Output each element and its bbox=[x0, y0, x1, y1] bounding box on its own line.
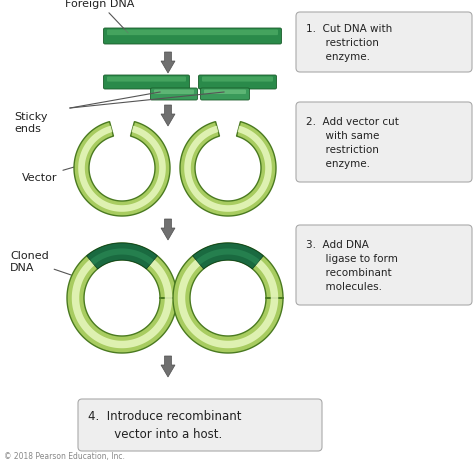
Polygon shape bbox=[180, 122, 276, 217]
Text: 4.  Introduce recombinant
       vector into a host.: 4. Introduce recombinant vector into a h… bbox=[88, 410, 241, 441]
Text: Cloned
DNA: Cloned DNA bbox=[10, 250, 77, 277]
FancyBboxPatch shape bbox=[107, 77, 186, 82]
FancyBboxPatch shape bbox=[202, 77, 273, 82]
Polygon shape bbox=[90, 249, 154, 265]
FancyBboxPatch shape bbox=[199, 76, 276, 90]
FancyBboxPatch shape bbox=[296, 225, 472, 305]
Polygon shape bbox=[161, 106, 175, 127]
FancyBboxPatch shape bbox=[154, 90, 194, 95]
Text: 1.  Cut DNA with
      restriction
      enzyme.: 1. Cut DNA with restriction enzyme. bbox=[306, 24, 392, 62]
Polygon shape bbox=[184, 126, 272, 213]
FancyBboxPatch shape bbox=[103, 76, 190, 90]
Polygon shape bbox=[74, 122, 170, 217]
FancyBboxPatch shape bbox=[296, 103, 472, 182]
Polygon shape bbox=[173, 244, 283, 353]
FancyBboxPatch shape bbox=[78, 399, 322, 451]
Text: 3.  Add DNA
      ligase to form
      recombinant
      molecules.: 3. Add DNA ligase to form recombinant mo… bbox=[306, 239, 398, 291]
FancyBboxPatch shape bbox=[296, 13, 472, 73]
FancyBboxPatch shape bbox=[201, 89, 249, 101]
Text: Sticky
ends: Sticky ends bbox=[14, 112, 47, 134]
Text: 2.  Add vector cut
      with same
      restriction
      enzyme.: 2. Add vector cut with same restriction … bbox=[306, 117, 399, 169]
Polygon shape bbox=[161, 356, 175, 377]
Text: © 2018 Pearson Education, Inc.: © 2018 Pearson Education, Inc. bbox=[4, 451, 125, 460]
Text: Vector: Vector bbox=[22, 164, 85, 182]
Polygon shape bbox=[192, 244, 264, 269]
Polygon shape bbox=[78, 126, 166, 213]
Polygon shape bbox=[161, 219, 175, 240]
Polygon shape bbox=[67, 244, 177, 353]
FancyBboxPatch shape bbox=[204, 90, 246, 95]
Polygon shape bbox=[161, 53, 175, 74]
Polygon shape bbox=[72, 248, 172, 349]
FancyBboxPatch shape bbox=[107, 31, 278, 36]
Polygon shape bbox=[87, 244, 157, 269]
FancyBboxPatch shape bbox=[151, 89, 198, 101]
Text: Foreign DNA: Foreign DNA bbox=[65, 0, 134, 34]
Polygon shape bbox=[196, 249, 260, 265]
FancyBboxPatch shape bbox=[103, 29, 282, 45]
Polygon shape bbox=[178, 248, 278, 349]
